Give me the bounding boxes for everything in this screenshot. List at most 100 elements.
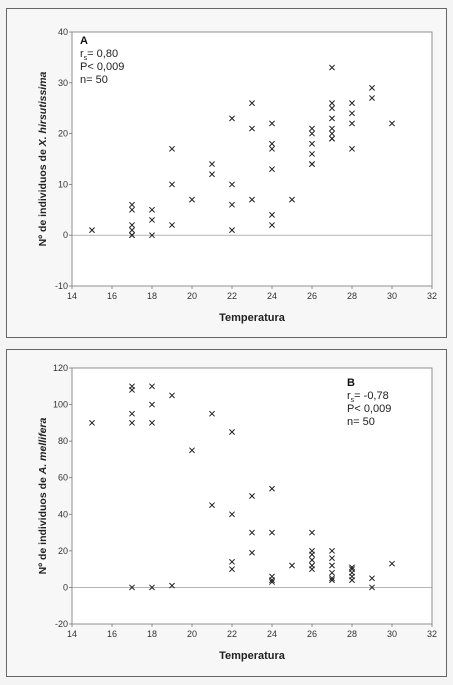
stat-annotation: P< 0,009 (347, 403, 391, 415)
data-point (309, 529, 315, 536)
data-point (269, 529, 275, 536)
data-point (249, 493, 255, 499)
data-point (169, 222, 175, 228)
x-tick-label: 22 (227, 291, 237, 301)
data-point (129, 386, 135, 393)
data-point (129, 410, 135, 417)
y-tick-label: 100 (53, 400, 68, 410)
data-point (309, 551, 315, 558)
x-tick-label: 14 (67, 291, 77, 301)
data-point (269, 166, 275, 173)
data-point (229, 558, 235, 565)
data-point (229, 511, 235, 518)
data-point (329, 125, 335, 132)
stat-annotation: n= 50 (80, 74, 108, 86)
x-tick-label: 28 (347, 629, 357, 639)
data-point (269, 577, 275, 584)
data-point (309, 566, 315, 573)
data-point (129, 584, 135, 591)
y-tick-label: 80 (58, 436, 68, 446)
data-point (269, 145, 275, 152)
data-point (369, 95, 375, 101)
data-point (149, 419, 155, 426)
data-point (349, 145, 355, 152)
data-point (129, 419, 135, 426)
data-point (309, 161, 315, 168)
y-axis-label-species: A. mellifera (37, 417, 49, 475)
data-point (369, 584, 375, 591)
data-point (189, 196, 195, 203)
stat-annotation: n= 50 (347, 416, 375, 428)
y-tick-label: -20 (55, 619, 68, 629)
data-point (249, 549, 255, 556)
data-point (309, 140, 315, 147)
data-point (249, 196, 255, 203)
scatter-plot-a: -10 0 10 20 30 40 14 16 18 20 22 24 26 28 30 32 Temperat… (37, 27, 437, 324)
y-axis-label-prefix: Nº de individuos de (37, 146, 49, 246)
data-point (149, 584, 155, 591)
x-tick-label: 32 (427, 629, 437, 639)
x-tick-label: 28 (347, 291, 357, 301)
data-point (89, 419, 95, 426)
y-tick-label: 120 (53, 363, 68, 373)
data-point (349, 100, 355, 107)
data-point (189, 447, 195, 454)
data-point (309, 557, 315, 563)
data-point (289, 196, 295, 203)
data-point (289, 562, 295, 569)
data-point (149, 217, 155, 223)
data-point (129, 227, 135, 234)
y-tick-label: 20 (58, 129, 68, 139)
data-point (209, 410, 215, 417)
y-tick-label: 30 (58, 78, 68, 88)
data-point (329, 115, 335, 122)
data-point (249, 125, 255, 132)
data-point (149, 401, 155, 408)
x-tick-label: 20 (187, 291, 197, 301)
data-point (389, 560, 395, 567)
data-point (209, 161, 215, 168)
data-point (269, 222, 275, 228)
scatter-plot-b: -20 0 20 40 60 80 100 120 14 16 18 20 22 24 26 28 30 32 Te… (37, 363, 437, 662)
data-point (269, 578, 275, 585)
data-point (129, 201, 135, 208)
data-point (329, 569, 335, 576)
data-point (329, 100, 335, 107)
data-point (329, 105, 335, 112)
data-point (129, 206, 135, 213)
x-axis-label: Temperatura (219, 650, 286, 662)
data-point (149, 232, 155, 239)
data-point (349, 110, 355, 117)
panel-letter: B (347, 377, 355, 389)
y-axis-label-prefix: Nº de individuos de (37, 474, 49, 574)
data-point (329, 577, 335, 584)
data-point (229, 115, 235, 122)
chart-panel-a: -10 0 10 20 30 40 14 16 18 20 22 24 26 28 30 32 Temperat… (6, 8, 447, 338)
x-tick-label: 26 (307, 291, 317, 301)
y-axis-label: Nº de individuos de X. hirsutissima (37, 71, 49, 246)
data-point (149, 206, 155, 213)
data-point (329, 130, 335, 137)
data-point (349, 120, 355, 127)
plot-frame (71, 31, 433, 287)
data-point (309, 130, 315, 137)
data-point (269, 120, 275, 127)
data-point (169, 392, 175, 399)
y-tick-label: 0 (63, 230, 68, 240)
data-point (229, 227, 235, 234)
data-point (369, 84, 375, 91)
data-point (349, 564, 355, 571)
x-tick-label: 26 (307, 629, 317, 639)
x-tick-label: 22 (227, 629, 237, 639)
y-tick-label: 20 (58, 546, 68, 556)
data-point (329, 135, 335, 142)
x-tick-label: 20 (187, 629, 197, 639)
x-tick-label: 14 (67, 629, 77, 639)
data-point (369, 575, 375, 582)
data-point (229, 201, 235, 208)
data-point (329, 64, 335, 71)
y-tick-label: 10 (58, 179, 68, 189)
data-point (309, 150, 315, 157)
data-point (249, 100, 255, 107)
data-point (229, 181, 235, 188)
